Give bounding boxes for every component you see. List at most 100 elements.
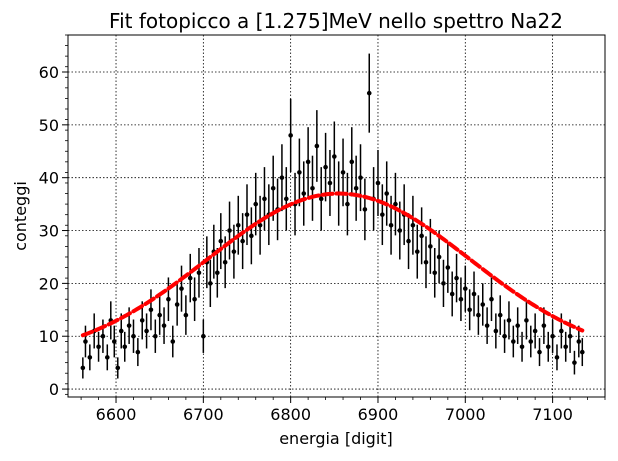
data-point: [310, 185, 315, 191]
data-point: [148, 307, 154, 313]
data-point: [111, 339, 117, 344]
data-point: [567, 333, 573, 339]
data-point: [231, 249, 237, 254]
x-tick-label: 6700: [183, 405, 224, 424]
data-point: [454, 275, 459, 281]
y-tick-label: 40: [39, 169, 59, 188]
data-point: [240, 238, 245, 244]
data-point: [257, 222, 263, 228]
y-tick-label: 20: [39, 274, 59, 293]
data-point: [462, 286, 468, 291]
data-point: [445, 265, 451, 270]
x-tick-label: 6800: [270, 405, 311, 424]
x-tick-label: 7100: [532, 405, 573, 424]
data-point: [183, 312, 189, 318]
data-point: [476, 312, 481, 318]
data-point: [414, 249, 420, 254]
data-point: [484, 323, 490, 328]
data-point: [323, 164, 328, 170]
x-tick-label: 6600: [96, 405, 137, 424]
data-points-layer: [80, 53, 585, 379]
data-point: [393, 201, 398, 207]
data-point: [537, 349, 542, 355]
data-point: [545, 344, 551, 350]
data-point: [515, 323, 520, 328]
data-point: [489, 296, 494, 302]
data-point: [196, 270, 202, 276]
data-point: [388, 222, 394, 228]
data-point: [96, 344, 101, 350]
data-point: [506, 318, 512, 323]
data-point: [441, 281, 446, 286]
data-point: [528, 339, 534, 344]
data-point: [345, 201, 350, 207]
x-tick-label: 7000: [445, 405, 486, 424]
y-tick-label: 10: [39, 327, 59, 346]
data-point: [115, 365, 121, 371]
data-point: [353, 185, 359, 191]
y-tick-label: 0: [49, 380, 59, 399]
data-point: [480, 302, 486, 307]
axis-ticks: 6600 6700 6800 6900 7000 7100 0 10 20 30 40 50 60: [39, 34, 606, 424]
data-point: [100, 333, 106, 339]
data-point: [559, 328, 564, 334]
data-point: [419, 233, 424, 239]
data-point: [153, 333, 158, 339]
data-point: [524, 318, 529, 323]
data-point: [458, 296, 464, 302]
data-point: [563, 344, 569, 350]
data-point: [104, 355, 110, 360]
fit-curve: [80, 191, 585, 338]
plot-frame: [67, 34, 606, 398]
data-point: [122, 344, 128, 350]
data-point: [161, 323, 167, 328]
data-point: [249, 233, 254, 239]
data-point: [170, 339, 176, 344]
data-point: [406, 238, 411, 244]
data-point: [235, 222, 241, 228]
data-point: [502, 333, 507, 339]
chart-title: Fit fotopicco a [1.275]MeV nello spettro…: [109, 9, 563, 33]
data-point: [288, 133, 293, 138]
data-point: [118, 328, 124, 334]
data-point: [187, 275, 193, 281]
data-point: [218, 238, 224, 244]
data-point: [332, 154, 337, 159]
y-tick-label: 50: [39, 116, 59, 135]
data-point: [497, 312, 503, 318]
data-point: [305, 159, 311, 165]
data-point: [318, 196, 324, 202]
data-point: [576, 339, 582, 344]
data-point: [362, 207, 368, 212]
data-point: [550, 333, 555, 339]
data-point: [227, 228, 232, 233]
data-point: [283, 196, 289, 202]
data-point: [532, 328, 538, 334]
data-point: [253, 201, 259, 207]
x-axis-label: energia [digit]: [279, 429, 393, 448]
data-point: [174, 302, 180, 307]
data-point: [201, 333, 206, 339]
data-point: [436, 254, 442, 260]
data-point: [410, 222, 416, 228]
data-point: [139, 318, 145, 323]
data-point: [340, 170, 346, 175]
y-tick-label: 30: [39, 222, 59, 241]
data-point: [366, 90, 372, 96]
data-point: [144, 328, 149, 334]
data-point: [572, 360, 577, 365]
data-point: [358, 175, 363, 180]
data-point: [192, 296, 197, 302]
y-axis-label: conteggi: [11, 181, 30, 251]
data-point: [126, 323, 132, 328]
data-point: [244, 212, 250, 217]
data-point: [384, 191, 390, 196]
data-point: [541, 323, 547, 328]
data-point: [87, 355, 93, 360]
data-point: [179, 286, 184, 291]
data-point: [380, 212, 385, 217]
data-point: [397, 228, 403, 233]
data-point: [215, 270, 220, 276]
data-point: [554, 355, 560, 360]
data-point: [349, 159, 355, 165]
